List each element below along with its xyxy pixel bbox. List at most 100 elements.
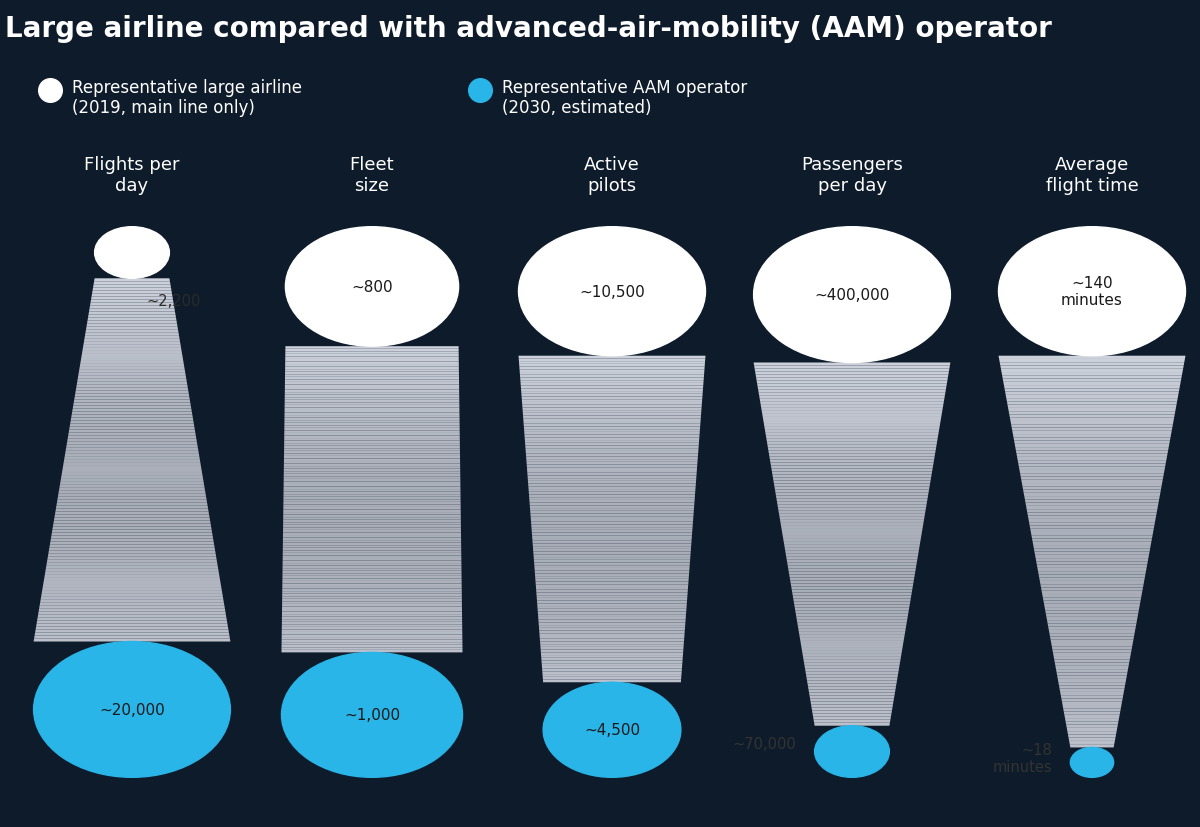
Polygon shape xyxy=(1018,457,1166,461)
Polygon shape xyxy=(283,485,461,487)
Polygon shape xyxy=(71,415,193,418)
Polygon shape xyxy=(1015,444,1169,447)
Polygon shape xyxy=(34,636,230,638)
Polygon shape xyxy=(284,438,460,441)
Polygon shape xyxy=(58,494,206,497)
Polygon shape xyxy=(1049,630,1135,633)
Polygon shape xyxy=(1008,409,1176,412)
Polygon shape xyxy=(52,530,212,533)
Polygon shape xyxy=(1034,548,1150,552)
Circle shape xyxy=(34,642,230,777)
Polygon shape xyxy=(766,433,938,436)
Polygon shape xyxy=(1026,503,1158,506)
Polygon shape xyxy=(1012,428,1172,431)
Polygon shape xyxy=(542,677,682,680)
Polygon shape xyxy=(786,557,918,560)
Polygon shape xyxy=(82,351,182,355)
Polygon shape xyxy=(539,625,685,628)
Polygon shape xyxy=(527,468,697,471)
Polygon shape xyxy=(1021,480,1163,484)
Polygon shape xyxy=(86,324,178,327)
Polygon shape xyxy=(1004,389,1180,392)
Polygon shape xyxy=(43,578,221,581)
Polygon shape xyxy=(59,488,205,490)
Polygon shape xyxy=(523,418,701,422)
Polygon shape xyxy=(760,399,944,403)
Polygon shape xyxy=(522,399,702,403)
Polygon shape xyxy=(1021,477,1163,480)
Polygon shape xyxy=(523,424,701,427)
Polygon shape xyxy=(535,576,689,579)
Polygon shape xyxy=(526,446,698,449)
Polygon shape xyxy=(77,379,187,382)
Polygon shape xyxy=(282,574,462,576)
Polygon shape xyxy=(538,614,686,617)
Polygon shape xyxy=(88,318,176,321)
Polygon shape xyxy=(54,514,210,518)
Polygon shape xyxy=(755,372,949,375)
Polygon shape xyxy=(284,377,460,380)
Polygon shape xyxy=(46,566,218,569)
Polygon shape xyxy=(532,533,692,536)
Polygon shape xyxy=(284,400,460,403)
Polygon shape xyxy=(526,449,698,452)
Polygon shape xyxy=(1000,363,1184,366)
Polygon shape xyxy=(282,563,462,566)
Polygon shape xyxy=(535,571,689,574)
Polygon shape xyxy=(791,581,913,584)
Polygon shape xyxy=(67,442,197,445)
Polygon shape xyxy=(773,475,931,478)
Polygon shape xyxy=(529,492,695,495)
Polygon shape xyxy=(755,369,949,372)
Polygon shape xyxy=(1003,382,1181,385)
Polygon shape xyxy=(542,666,682,669)
Polygon shape xyxy=(284,385,460,388)
Polygon shape xyxy=(1013,431,1171,434)
Polygon shape xyxy=(282,596,462,599)
Polygon shape xyxy=(283,504,461,507)
Polygon shape xyxy=(76,391,188,394)
Polygon shape xyxy=(44,572,220,576)
Polygon shape xyxy=(282,645,462,648)
Polygon shape xyxy=(775,493,929,496)
Polygon shape xyxy=(1054,657,1130,659)
Polygon shape xyxy=(800,638,904,641)
Polygon shape xyxy=(541,658,683,661)
Polygon shape xyxy=(541,650,683,653)
Polygon shape xyxy=(72,412,192,415)
Polygon shape xyxy=(49,548,215,551)
Polygon shape xyxy=(284,469,460,471)
Polygon shape xyxy=(784,542,920,544)
Polygon shape xyxy=(77,382,187,385)
Polygon shape xyxy=(521,392,703,394)
Polygon shape xyxy=(53,523,211,527)
Polygon shape xyxy=(83,346,181,348)
Text: Average
flight time: Average flight time xyxy=(1045,155,1139,194)
Polygon shape xyxy=(55,509,209,512)
Polygon shape xyxy=(538,617,686,620)
Polygon shape xyxy=(779,514,925,517)
Polygon shape xyxy=(534,563,690,566)
Polygon shape xyxy=(810,699,894,701)
Polygon shape xyxy=(1037,565,1147,568)
Polygon shape xyxy=(67,436,197,439)
Polygon shape xyxy=(284,388,460,390)
Polygon shape xyxy=(1057,676,1127,679)
Polygon shape xyxy=(781,529,923,533)
Polygon shape xyxy=(804,659,900,662)
Polygon shape xyxy=(1033,545,1151,548)
Polygon shape xyxy=(530,511,694,514)
Polygon shape xyxy=(1040,581,1144,585)
Polygon shape xyxy=(754,366,950,369)
Polygon shape xyxy=(536,587,688,590)
Polygon shape xyxy=(524,430,700,433)
Polygon shape xyxy=(283,513,461,515)
Polygon shape xyxy=(528,487,696,490)
Polygon shape xyxy=(50,542,214,545)
Polygon shape xyxy=(811,708,893,710)
Polygon shape xyxy=(92,288,172,291)
Polygon shape xyxy=(522,397,702,399)
Polygon shape xyxy=(533,544,691,547)
Polygon shape xyxy=(1039,578,1145,581)
Polygon shape xyxy=(767,438,937,442)
